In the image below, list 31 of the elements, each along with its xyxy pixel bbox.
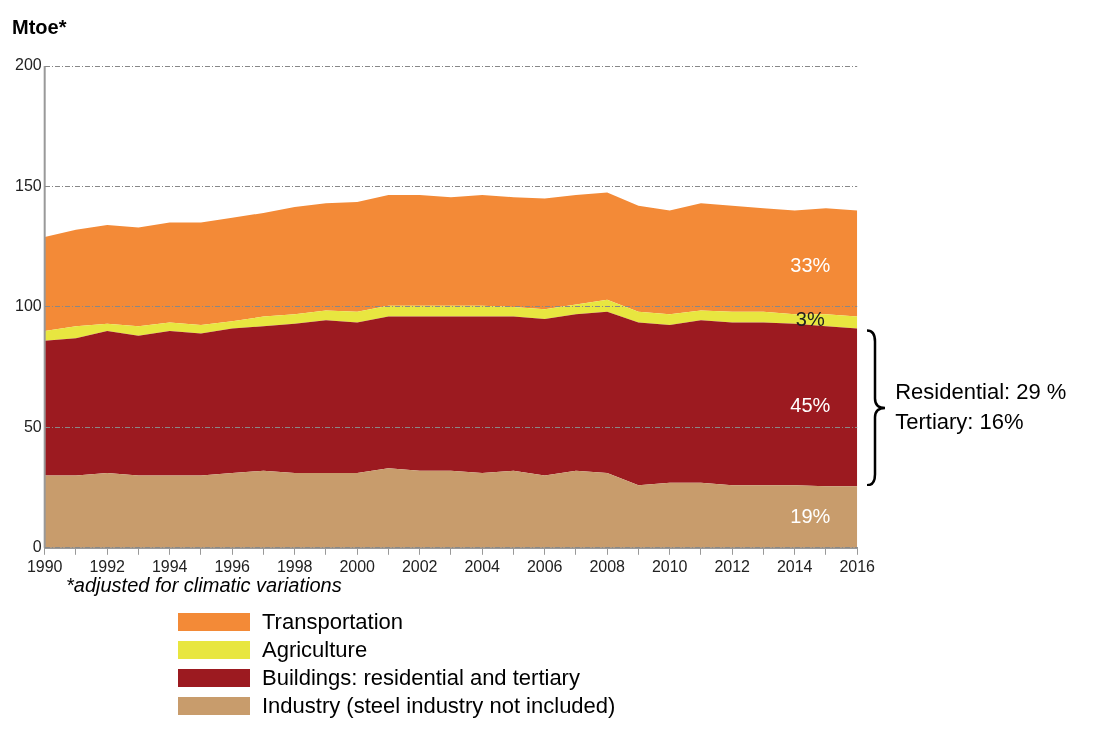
- x-tick-label: 2002: [401, 557, 438, 575]
- y-tick-label: 50: [23, 417, 42, 435]
- x-tick-label: 2004: [464, 557, 501, 575]
- x-tick-label: 2016: [839, 557, 876, 575]
- legend-label: Transportation: [262, 609, 404, 635]
- legend-label: Agriculture: [262, 637, 368, 663]
- text: Residential: 29 %: [895, 378, 1067, 407]
- annotation: 33%: [790, 253, 831, 276]
- annotation: 3%: [795, 307, 825, 330]
- x-tick-label: 2006: [526, 557, 563, 575]
- x-tick-label: 2014: [776, 557, 813, 575]
- y-axis-title: Mtoe*: [12, 16, 67, 39]
- x-tick-label: 2008: [589, 557, 626, 575]
- x-tick-label: 1996: [214, 557, 251, 575]
- x-tick-label: 2000: [339, 557, 376, 575]
- x-tick-label: 1994: [151, 557, 188, 575]
- text: Tertiary: 16%: [895, 408, 1025, 437]
- x-tick-label: 1998: [276, 557, 313, 575]
- x-tick-label: 1990: [26, 557, 63, 575]
- annotation: 19%: [790, 504, 831, 527]
- text: *adjusted for climatic variations: [66, 574, 342, 597]
- y-tick-label: 0: [32, 538, 42, 556]
- y-tick-label: 200: [14, 56, 42, 74]
- x-tick-label: 2012: [714, 557, 751, 575]
- y-tick-label: 150: [14, 176, 42, 194]
- legend-label: Buildings: residential and tertiary: [262, 665, 580, 691]
- annotation: 45%: [790, 393, 831, 416]
- x-tick-label: 2010: [651, 557, 688, 575]
- y-tick-label: 100: [14, 297, 42, 315]
- legend-label: Industry (steel industry not included): [262, 693, 616, 719]
- x-tick-label: 1992: [89, 557, 126, 575]
